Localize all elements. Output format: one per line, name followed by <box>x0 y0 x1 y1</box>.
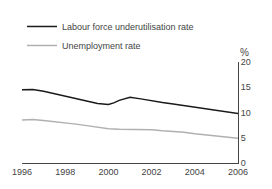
svg-text:1996: 1996 <box>12 167 32 177</box>
svg-text:5: 5 <box>241 133 246 143</box>
svg-text:0: 0 <box>241 158 246 168</box>
svg-text:20: 20 <box>241 57 251 67</box>
svg-text:Labour force underutilisation: Labour force underutilisation rate <box>62 22 194 32</box>
svg-text:2004: 2004 <box>185 167 205 177</box>
svg-text:2002: 2002 <box>142 167 162 177</box>
svg-text:1998: 1998 <box>55 167 75 177</box>
svg-text:15: 15 <box>241 82 251 92</box>
svg-text:2000: 2000 <box>98 167 118 177</box>
svg-text:Unemployment rate: Unemployment rate <box>62 41 141 51</box>
svg-text:2006: 2006 <box>228 167 248 177</box>
svg-text:%: % <box>240 47 249 58</box>
svg-text:10: 10 <box>241 108 251 118</box>
